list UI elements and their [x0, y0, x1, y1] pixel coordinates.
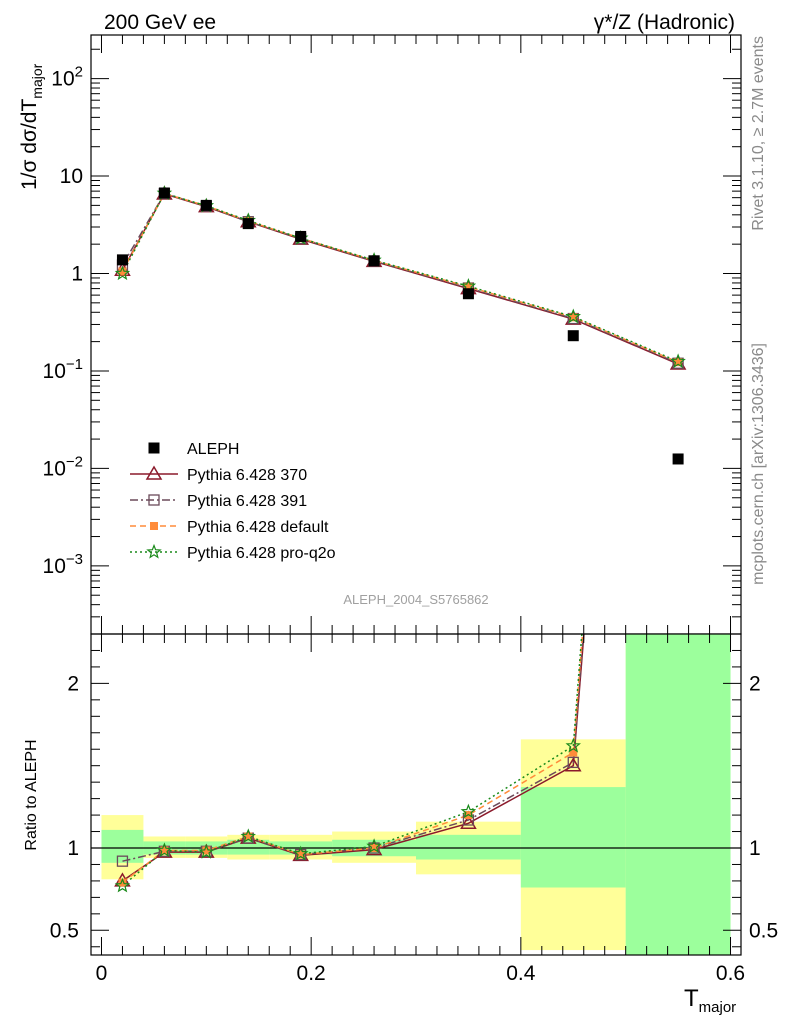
main-point-data-6	[462, 288, 474, 300]
main-point-data-4	[295, 230, 307, 242]
ratio-ytick-label-right-2: 2	[749, 672, 761, 695]
legend-marker-data	[148, 442, 160, 454]
main-point-data-1	[158, 187, 170, 199]
main-ylabel: 1/σ dσ/dTmajor	[18, 63, 45, 190]
main-ytick-label-2: 10−1	[43, 356, 83, 383]
ratio-ylabel: Ratio to ALEPH	[23, 739, 40, 850]
main-ytick-label-4: 10	[60, 165, 83, 188]
ratio-point-pq2o-2	[198, 843, 215, 859]
ratio-point-pdefault-1	[160, 846, 169, 855]
legend-label-p391: Pythia 6.428 391	[187, 493, 307, 510]
legend-label-pdefault: Pythia 6.428 default	[187, 519, 329, 536]
ratio-xtick-label-3: 0.6	[716, 962, 745, 985]
main-ytick-label-0: 10−3	[43, 551, 83, 578]
ratio-point-p391-7	[567, 756, 579, 769]
main-line-pdefault	[121, 192, 679, 363]
analysis-id: ALEPH_2004_S5765862	[343, 592, 488, 607]
legend: ALEPH Pythia 6.428 370 Pythia 6.428 391 Pyt…	[130, 441, 336, 562]
ratio-xtick-label-0: 0	[96, 962, 108, 985]
ratio-band-green-6	[416, 834, 521, 860]
svg-text:Tmajor: Tmajor	[684, 985, 736, 1016]
main-point-pdefault-0	[118, 267, 127, 276]
main-ytick-label-5: 102	[51, 64, 83, 91]
main-point-pdefault-7	[569, 313, 578, 322]
ratio-ytick-label-left-2: 2	[67, 672, 79, 695]
ratio-xlabel: Tmajor	[684, 985, 736, 1016]
main-ytick-label-1: 10−2	[43, 453, 83, 480]
legend-item-pdefault: Pythia 6.428 default	[130, 519, 329, 536]
ratio-content	[91, 634, 741, 955]
ratio-point-pdefault-5	[370, 844, 379, 852]
legend-item-pq2o: Pythia 6.428 pro-q2o	[130, 543, 336, 562]
main-line-pq2o	[121, 192, 679, 363]
ratio-point-pdefault-4	[296, 850, 305, 859]
ratio-point-pq2o-3	[240, 828, 256, 844]
main-point-pq2o-8	[670, 353, 686, 369]
ratio-point-pq2o-4	[292, 845, 309, 861]
main-ytick-label-3: 1	[71, 262, 83, 285]
main-point-data-3	[242, 218, 254, 230]
ratio-ytick-label-right-1: 1	[749, 837, 761, 860]
ratio-point-p391-4	[295, 848, 307, 861]
ratio-point-pdefault-2	[202, 846, 211, 855]
legend-item-p370: Pythia 6.428 370	[130, 465, 307, 484]
ratio-point-p391-0	[116, 855, 129, 867]
ratio-band-green-7	[520, 787, 626, 888]
ratio-point-pq2o-7	[565, 737, 581, 753]
ratio-point-pdefault-0	[118, 878, 127, 887]
ratio-point-pq2o-1	[156, 842, 173, 858]
main-point-pdefault-6	[464, 282, 473, 291]
mcplots-label: mcplots.cern.ch [arXiv:1306.3436]	[750, 343, 767, 585]
main-point-pq2o-0	[114, 265, 131, 281]
main-point-pdefault-8	[674, 358, 683, 367]
svg-text:1/σ dσ/dTmajor: 1/σ dσ/dTmajor	[18, 63, 45, 190]
ratio-ytick-label-left-1: 1	[67, 837, 79, 860]
ratio-point-pdefault-7	[569, 748, 578, 757]
ratio-xtick-label-2: 0.4	[506, 962, 536, 985]
legend-item-data: ALEPH	[148, 441, 239, 458]
ratio-band-green-0	[101, 829, 144, 863]
ratio-point-pq2o-6	[460, 803, 477, 819]
main-point-data-5	[368, 255, 380, 267]
main-line-p370	[121, 193, 679, 365]
energy-label: 200 GeV ee	[104, 11, 216, 34]
legend-label-p370: Pythia 6.428 370	[187, 467, 307, 484]
main-point-data-8	[672, 453, 684, 465]
legend-label-data: ALEPH	[187, 441, 239, 458]
ratio-band-green-8	[625, 634, 731, 955]
ratio-point-pdefault-3	[244, 832, 253, 841]
main-point-data-0	[116, 254, 128, 266]
legend-label-pq2o: Pythia 6.428 pro-q2o	[187, 545, 336, 562]
legend-marker-p370	[145, 465, 163, 480]
ratio-point-p391-1	[158, 845, 171, 857]
main-panel: 10−3 10−2 10−1 1 10 102 ALEPH Pythia 6.428 370 P…	[43, 34, 742, 635]
legend-marker-p391	[148, 494, 160, 506]
main-point-pq2o-7	[565, 308, 581, 324]
legend-marker-pdefault	[150, 522, 158, 530]
ratio-band-green-3	[227, 839, 270, 855]
main-point-data-2	[200, 199, 212, 211]
main-point-data-7	[567, 330, 579, 342]
ratio-panel: 0.5 0.5 1 1 2 2 0 0.2 0.4 0.6	[50, 633, 778, 985]
main-line-p391	[121, 192, 679, 364]
ratio-point-pq2o-0	[114, 877, 131, 893]
legend-item-p391: Pythia 6.428 391	[130, 493, 307, 510]
ratio-point-p391-5	[368, 842, 380, 854]
ratio-point-pq2o-5	[366, 838, 382, 853]
process-label: γ*/Z (Hadronic)	[594, 11, 735, 34]
ratio-ytick-label-left-0: 0.5	[50, 919, 79, 942]
ratio-xtick-label-1: 0.2	[297, 962, 326, 985]
ratio-ytick-label-right-0: 0.5	[749, 919, 778, 942]
rivet-label: Rivet 3.1.10, ≥ 2.7M events	[750, 36, 767, 231]
ratio-point-p370-7	[564, 757, 582, 772]
legend-marker-pq2o	[146, 543, 162, 559]
ratio-point-p370-6	[460, 814, 477, 830]
ratio-line-p391	[122, 634, 585, 862]
